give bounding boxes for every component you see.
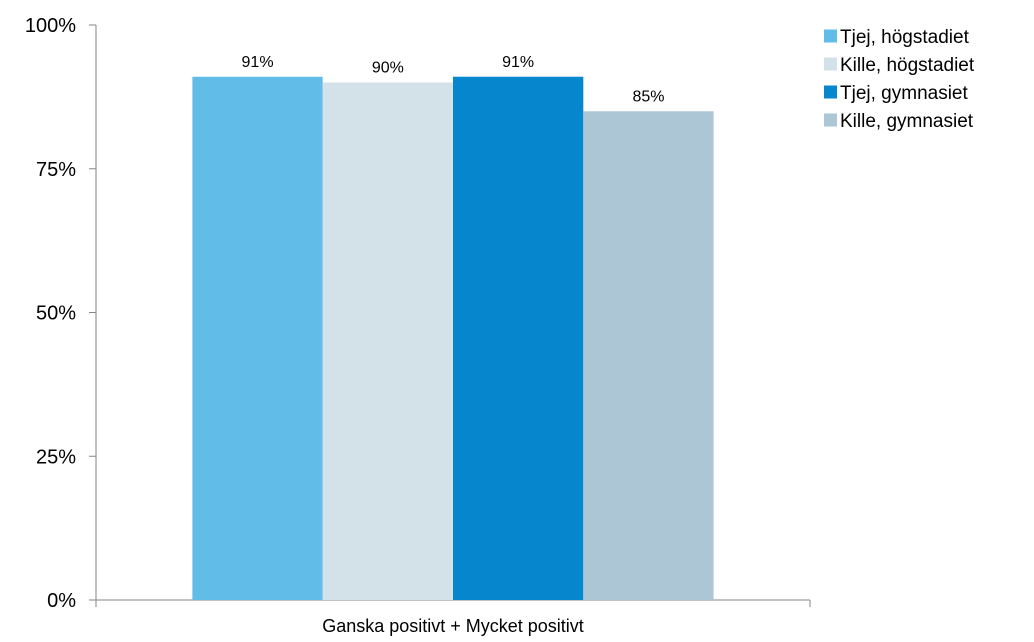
- y-tick-label: 75%: [36, 159, 76, 181]
- legend-label: Kille, gymnasiet: [840, 111, 974, 132]
- bar-value-label: 91%: [242, 54, 274, 71]
- data-labels: 91% 90% 91% 85%: [242, 54, 665, 106]
- y-tick-label: 25%: [36, 446, 76, 468]
- legend-label: Tjej, gymnasiet: [840, 83, 968, 104]
- legend: Tjej, högstadiet Kille, högstadiet Tjej, g…: [824, 27, 975, 132]
- bar-value-label: 90%: [372, 60, 404, 77]
- legend-label: Kille, högstadiet: [840, 55, 975, 76]
- legend-swatch: [824, 29, 837, 43]
- bar-2: [322, 82, 453, 600]
- bar-4: [583, 111, 714, 600]
- x-category-label: Ganska positivt + Mycket positivt: [322, 616, 584, 636]
- bars: [192, 76, 714, 600]
- y-tick-label: 0%: [47, 590, 76, 612]
- bar-1: [192, 76, 323, 600]
- legend-swatch: [824, 57, 837, 71]
- legend-swatch: [824, 85, 837, 99]
- y-tick-label: 50%: [36, 303, 76, 325]
- bar-value-label: 85%: [632, 88, 664, 105]
- bar-3: [453, 76, 584, 600]
- legend-swatch: [824, 113, 837, 127]
- y-tick-label: 100%: [25, 15, 76, 37]
- legend-label: Tjej, högstadiet: [840, 27, 970, 48]
- bar-value-label: 91%: [502, 54, 534, 71]
